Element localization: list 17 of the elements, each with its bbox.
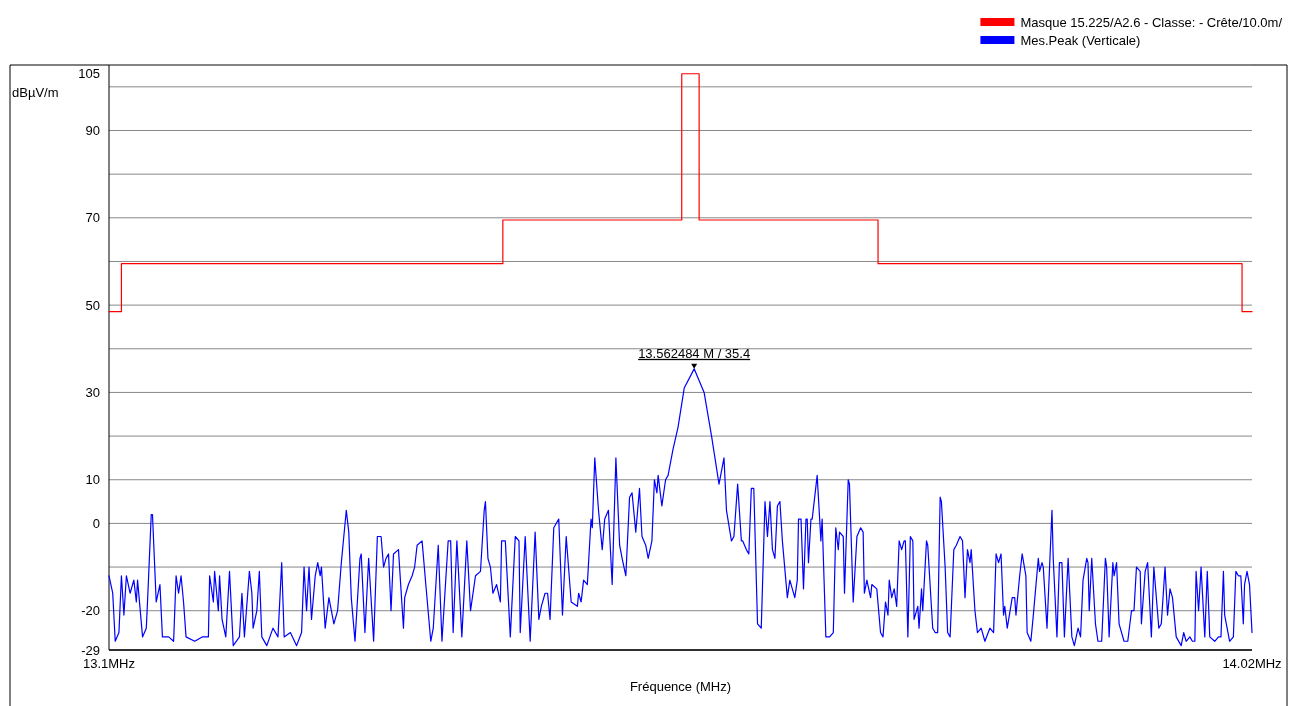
line-series — [108, 73, 1253, 313]
legend-label: Mes.Peak (Verticale) — [1020, 32, 1141, 48]
y-tick-label: -29 — [81, 642, 100, 658]
y-tick-label: 30 — [85, 384, 100, 400]
legend-label: Masque 15.225/A2.6 - Classe: - Crête/10.0m/ — [1020, 14, 1283, 30]
x-tick-label: 14.02MHz — [1222, 656, 1282, 671]
y-tick-label: 105 — [78, 65, 100, 81]
y-tick-label: 0 — [92, 515, 100, 531]
y-tick-label: 90 — [85, 123, 100, 139]
y-tick-label: 50 — [85, 297, 100, 313]
y-tick-label: 70 — [85, 210, 100, 226]
y-axis-title: dBµV/m — [12, 85, 59, 100]
x-axis-title: Fréquence (MHz) — [629, 679, 732, 694]
annotation: 13.562484 M / 35.4 — [638, 345, 751, 361]
y-tick-label: -20 — [81, 603, 100, 619]
y-tick-label: 10 — [85, 472, 100, 488]
x-tick-label: 13.1MHz — [82, 656, 136, 671]
